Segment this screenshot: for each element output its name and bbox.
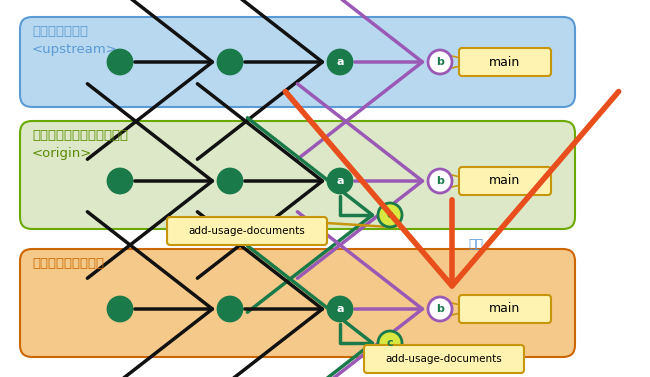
Circle shape <box>218 169 242 193</box>
Circle shape <box>428 50 452 74</box>
Text: <origin>: <origin> <box>32 147 92 160</box>
Text: <upstream>: <upstream> <box>32 43 118 56</box>
Circle shape <box>108 297 132 321</box>
Circle shape <box>108 169 132 193</box>
Circle shape <box>378 331 402 355</box>
Circle shape <box>108 50 132 74</box>
Text: b: b <box>436 57 444 67</box>
Text: c: c <box>387 210 393 220</box>
Circle shape <box>328 50 352 74</box>
Text: 作業用リモートリポジトリ: 作業用リモートリポジトリ <box>32 129 128 142</box>
Text: ローカルリポジトリ: ローカルリポジトリ <box>32 257 104 270</box>
Circle shape <box>428 169 452 193</box>
Text: a: a <box>336 304 344 314</box>
Text: a: a <box>336 57 344 67</box>
Text: main: main <box>489 302 521 316</box>
FancyBboxPatch shape <box>459 295 551 323</box>
Text: main: main <box>489 55 521 69</box>
FancyBboxPatch shape <box>20 249 575 357</box>
Text: a: a <box>336 176 344 186</box>
Circle shape <box>328 169 352 193</box>
Circle shape <box>428 297 452 321</box>
FancyBboxPatch shape <box>459 167 551 195</box>
Text: c: c <box>387 338 393 348</box>
Circle shape <box>218 50 242 74</box>
Text: main: main <box>489 175 521 187</box>
Circle shape <box>218 297 242 321</box>
FancyBboxPatch shape <box>364 345 524 373</box>
Text: b: b <box>436 176 444 186</box>
Text: b: b <box>436 304 444 314</box>
Text: 中央リポジトリ: 中央リポジトリ <box>32 25 88 38</box>
Circle shape <box>328 297 352 321</box>
Text: add-usage-documents: add-usage-documents <box>385 354 502 364</box>
FancyBboxPatch shape <box>20 121 575 229</box>
Circle shape <box>378 203 402 227</box>
Text: add-usage-documents: add-usage-documents <box>188 226 306 236</box>
FancyBboxPatch shape <box>459 48 551 76</box>
FancyBboxPatch shape <box>167 217 327 245</box>
Text: プル: プル <box>468 239 483 251</box>
FancyBboxPatch shape <box>20 17 575 107</box>
